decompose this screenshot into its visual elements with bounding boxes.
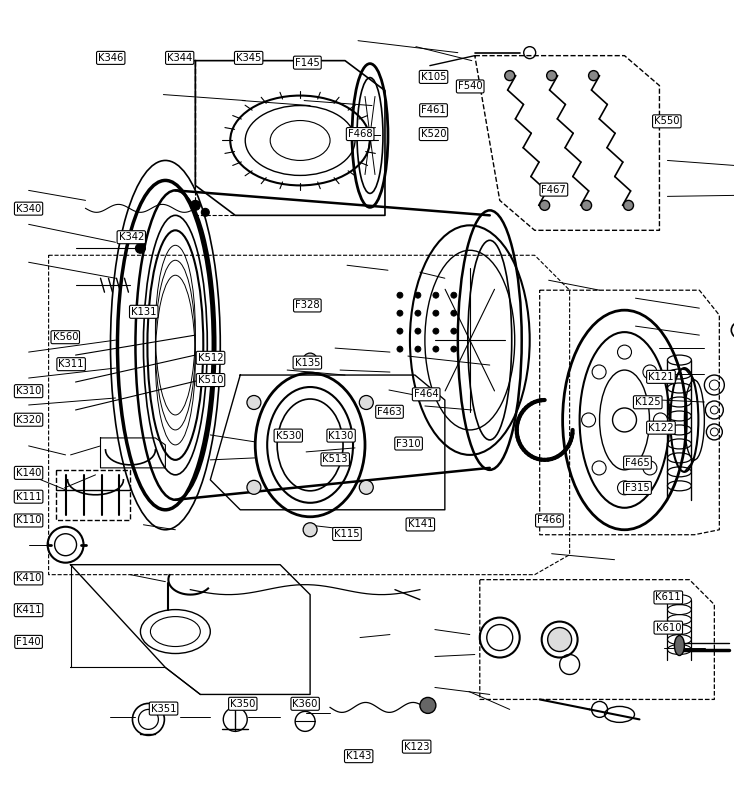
Text: F466: F466 bbox=[537, 515, 562, 525]
Circle shape bbox=[415, 293, 421, 298]
Text: K345: K345 bbox=[236, 53, 262, 63]
Circle shape bbox=[433, 293, 439, 298]
Circle shape bbox=[397, 310, 403, 316]
Text: K342: K342 bbox=[118, 232, 144, 242]
Text: F463: F463 bbox=[377, 407, 402, 417]
Text: K411: K411 bbox=[16, 605, 41, 615]
Text: K122: K122 bbox=[648, 423, 674, 432]
Circle shape bbox=[397, 346, 403, 352]
Circle shape bbox=[451, 293, 457, 298]
Text: K611: K611 bbox=[656, 592, 681, 603]
Circle shape bbox=[548, 627, 572, 652]
Circle shape bbox=[420, 697, 436, 713]
Circle shape bbox=[581, 200, 592, 211]
Circle shape bbox=[247, 480, 261, 494]
Circle shape bbox=[397, 293, 403, 298]
Text: K346: K346 bbox=[98, 53, 123, 63]
Text: K111: K111 bbox=[15, 491, 41, 502]
Circle shape bbox=[303, 353, 317, 367]
Text: F468: F468 bbox=[348, 129, 373, 139]
Circle shape bbox=[592, 461, 606, 475]
Text: K510: K510 bbox=[198, 375, 223, 385]
Text: F310: F310 bbox=[396, 439, 421, 448]
Text: K311: K311 bbox=[58, 359, 84, 369]
Text: K140: K140 bbox=[16, 468, 41, 478]
Circle shape bbox=[201, 208, 209, 216]
Circle shape bbox=[592, 365, 606, 379]
Circle shape bbox=[415, 328, 421, 334]
Circle shape bbox=[643, 365, 657, 379]
Circle shape bbox=[617, 345, 631, 359]
Text: K513: K513 bbox=[323, 455, 348, 464]
Text: K360: K360 bbox=[293, 699, 318, 709]
Text: F464: F464 bbox=[414, 390, 439, 399]
Circle shape bbox=[451, 328, 457, 334]
Text: K410: K410 bbox=[16, 573, 41, 584]
Text: K105: K105 bbox=[420, 72, 446, 82]
Text: K610: K610 bbox=[656, 622, 681, 633]
Text: K141: K141 bbox=[408, 519, 433, 529]
Circle shape bbox=[303, 523, 317, 537]
Text: F465: F465 bbox=[625, 458, 650, 467]
Circle shape bbox=[617, 481, 631, 494]
Text: K121: K121 bbox=[648, 372, 674, 382]
Text: F467: F467 bbox=[542, 184, 566, 195]
Text: K123: K123 bbox=[404, 742, 429, 751]
Text: K530: K530 bbox=[276, 431, 301, 440]
Text: K560: K560 bbox=[52, 332, 78, 342]
Circle shape bbox=[451, 310, 457, 316]
Text: F145: F145 bbox=[295, 58, 320, 68]
Text: F328: F328 bbox=[295, 301, 320, 311]
Circle shape bbox=[397, 328, 403, 334]
Text: F540: F540 bbox=[458, 81, 482, 91]
Circle shape bbox=[589, 71, 598, 80]
Circle shape bbox=[359, 395, 373, 409]
Circle shape bbox=[539, 200, 550, 211]
Text: K143: K143 bbox=[346, 751, 371, 761]
Circle shape bbox=[433, 346, 439, 352]
Text: K125: K125 bbox=[635, 398, 661, 407]
Text: F461: F461 bbox=[421, 105, 446, 115]
Circle shape bbox=[547, 71, 556, 80]
Circle shape bbox=[135, 243, 146, 254]
Text: K310: K310 bbox=[16, 386, 41, 396]
Text: K320: K320 bbox=[16, 415, 41, 425]
Ellipse shape bbox=[675, 635, 684, 656]
Circle shape bbox=[247, 395, 261, 409]
Circle shape bbox=[190, 200, 201, 211]
Circle shape bbox=[623, 200, 634, 211]
Circle shape bbox=[415, 310, 421, 316]
Circle shape bbox=[581, 413, 595, 427]
Text: K110: K110 bbox=[16, 515, 41, 525]
Text: K130: K130 bbox=[329, 431, 354, 440]
Text: K512: K512 bbox=[198, 353, 223, 363]
Circle shape bbox=[643, 461, 657, 475]
Text: K520: K520 bbox=[420, 129, 446, 139]
Text: K351: K351 bbox=[151, 704, 176, 714]
Circle shape bbox=[433, 328, 439, 334]
Text: K135: K135 bbox=[295, 358, 320, 367]
Circle shape bbox=[415, 346, 421, 352]
Text: K350: K350 bbox=[230, 699, 256, 709]
Text: K340: K340 bbox=[16, 204, 41, 214]
Text: K115: K115 bbox=[334, 529, 359, 539]
Text: F315: F315 bbox=[625, 483, 650, 493]
Circle shape bbox=[653, 413, 667, 427]
Circle shape bbox=[505, 71, 514, 80]
Text: K550: K550 bbox=[654, 116, 680, 126]
Circle shape bbox=[359, 480, 373, 494]
Circle shape bbox=[451, 346, 457, 352]
Text: K344: K344 bbox=[167, 53, 193, 63]
Text: K131: K131 bbox=[131, 307, 157, 316]
Text: F140: F140 bbox=[16, 637, 41, 647]
Circle shape bbox=[433, 310, 439, 316]
